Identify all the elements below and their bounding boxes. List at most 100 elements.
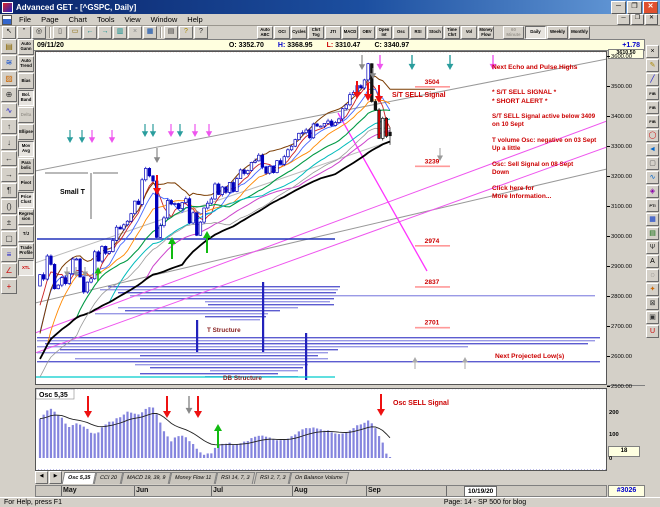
tile-windows-icon[interactable]: ▦: [143, 26, 157, 39]
zoom-tool-icon[interactable]: ◌: [646, 269, 659, 282]
tab-scroll-left[interactable]: ◀: [35, 471, 48, 484]
open-group-icon[interactable]: ▭: [68, 26, 82, 39]
zoom-icon[interactable]: ◎: [32, 26, 46, 39]
sidebar-study-t-j[interactable]: T/J: [18, 226, 34, 242]
mdi-close-button[interactable]: ✕: [645, 14, 658, 25]
study-button-jti[interactable]: JTI: [325, 26, 341, 39]
sidebar-study-pivot[interactable]: Pivot: [18, 175, 34, 191]
fib-time-icon[interactable]: FIB: [646, 115, 659, 128]
tab-money-flow-11[interactable]: Money Flow 11: [169, 472, 218, 484]
stats-icon[interactable]: ±: [1, 215, 17, 230]
close-tools-icon[interactable]: ×: [646, 45, 659, 58]
scroll-right-icon[interactable]: →: [1, 167, 17, 182]
panel-splitter[interactable]: [35, 385, 607, 388]
period-button-daily[interactable]: Daily: [525, 26, 546, 39]
pitchfork-tool-icon[interactable]: Ψ: [646, 241, 659, 254]
prev-issue-icon[interactable]: ←: [83, 26, 97, 39]
minimize-button[interactable]: ─: [611, 0, 626, 14]
tab-osc-5-35[interactable]: Osc 5,35: [61, 472, 97, 484]
mdi-minimize-button[interactable]: ─: [617, 14, 630, 25]
oscillator-canvas[interactable]: Osc 5,35 Osc SELL Signal: [35, 388, 607, 471]
price-chart-canvas[interactable]: 3504 3239 2974 2837 2701 S/T SELL Signal Next …: [35, 51, 607, 385]
print-icon[interactable]: ▤: [164, 26, 178, 39]
sidebar-study-mov-avg[interactable]: Mov Avg: [18, 141, 34, 157]
study-button-oci[interactable]: OCI: [274, 26, 290, 39]
sidebar-study-bol-band[interactable]: Bol. Band: [18, 90, 34, 106]
study-button-chrt-tog[interactable]: Chrt Tog: [308, 26, 324, 39]
tab-macd-19-39-9[interactable]: MACD 19, 39, 9: [120, 472, 172, 484]
menu-page[interactable]: Page: [41, 15, 59, 24]
tab-rsi-14-7-3[interactable]: RSI 14, 7, 3: [215, 472, 257, 484]
box-tool-icon[interactable]: ▢: [646, 157, 659, 170]
mob-tool-icon[interactable]: ◈: [646, 185, 659, 198]
next-issue-icon[interactable]: →: [98, 26, 112, 39]
delete-window-icon[interactable]: ×: [128, 26, 142, 39]
auto-reset-icon[interactable]: ⊕: [1, 87, 17, 102]
fib-retracement-icon[interactable]: FIB: [646, 87, 659, 100]
context-help-icon[interactable]: ?: [194, 26, 208, 39]
end-date-field[interactable]: 10/19/20: [464, 486, 498, 497]
sidebar-study-delta[interactable]: Delta: [18, 107, 34, 123]
select-pointer-icon[interactable]: ↖: [2, 26, 16, 39]
pti-tool-icon[interactable]: PTI: [646, 199, 659, 212]
grid-tool-icon[interactable]: ▦: [646, 213, 659, 226]
copy-drawing-icon[interactable]: ▣: [646, 311, 659, 324]
study-button-obv[interactable]: OBV: [359, 26, 375, 39]
about-icon[interactable]: ?: [179, 26, 193, 39]
copy-window-icon[interactable]: ▥: [113, 26, 127, 39]
menu-chart[interactable]: Chart: [68, 15, 87, 24]
sidebar-study-bias[interactable]: Bias: [18, 73, 34, 89]
bracket-icon[interactable]: (): [1, 199, 17, 214]
study-button-cycles[interactable]: Cycles: [291, 26, 307, 39]
palette-tool-icon[interactable]: ✦: [646, 283, 659, 296]
study-button-macd[interactable]: MACD: [342, 26, 358, 39]
period-button-monthly[interactable]: Monthly: [569, 26, 590, 39]
text-tool-icon[interactable]: A: [646, 255, 659, 268]
sidebar-study-para-bolic[interactable]: Para bolic: [18, 158, 34, 174]
mdi-restore-button[interactable]: ❐: [631, 14, 644, 25]
study-button-rsi[interactable]: RSI: [410, 26, 426, 39]
study-button-open-int[interactable]: Open Int: [376, 26, 392, 39]
trendline-tool-icon[interactable]: ╱: [646, 73, 659, 86]
sidebar-study-auto-trend[interactable]: Auto Trend: [18, 56, 34, 72]
period-button-60-minute[interactable]: 60 Minute: [503, 26, 524, 39]
elliott-waves-icon[interactable]: ≋: [1, 55, 17, 70]
study-button-osc[interactable]: Osc: [393, 26, 409, 39]
profile-tool-icon[interactable]: ▤: [646, 227, 659, 240]
tab-on-balance-volume[interactable]: On Balance Volume: [289, 472, 350, 484]
price-axis[interactable]: 3610.50 3600.00 3500.00 3400.00 3300.00 3200…: [607, 49, 645, 390]
undo-tool-icon[interactable]: U: [646, 325, 659, 338]
study-button-time-chrt[interactable]: Time Chrt: [444, 26, 460, 39]
study-button-vol[interactable]: Vol: [461, 26, 477, 39]
scroll-up-icon[interactable]: ↑: [1, 119, 17, 134]
study-button-auto-abc[interactable]: Auto ABC: [257, 26, 273, 39]
tab-rsi-2-7-3[interactable]: RSI 2, 7, 3: [253, 472, 292, 484]
scroll-left-icon[interactable]: ←: [1, 151, 17, 166]
close-button[interactable]: ✕: [643, 0, 658, 14]
study-button-money-flow[interactable]: Money Flow: [478, 26, 494, 39]
menu-tools[interactable]: Tools: [96, 15, 115, 24]
lines-icon[interactable]: ≡: [1, 247, 17, 262]
sidebar-study-price-clust[interactable]: Price Clust: [18, 192, 34, 208]
menu-help[interactable]: Help: [187, 15, 203, 24]
open-folder-icon[interactable]: ▤: [1, 39, 17, 54]
delete-drawing-icon[interactable]: ⊠: [646, 297, 659, 310]
wave-tool-icon[interactable]: ∿: [646, 171, 659, 184]
tab-scroll-right[interactable]: ▶: [49, 471, 62, 484]
sidebar-study-ellipse[interactable]: Ellipse: [18, 124, 34, 140]
period-button-weekly[interactable]: Weekly: [547, 26, 568, 39]
scroll-down-icon[interactable]: ↓: [1, 135, 17, 150]
pencil-tool-icon[interactable]: ✎: [646, 59, 659, 72]
menu-view[interactable]: View: [124, 15, 141, 24]
tab-cci-20[interactable]: CCI 20: [93, 472, 124, 484]
wave-zigzag-icon[interactable]: ∿: [1, 103, 17, 118]
menu-file[interactable]: File: [19, 15, 32, 24]
angle-trend-icon[interactable]: ∠: [1, 263, 17, 278]
fib-extension-icon[interactable]: FIB: [646, 101, 659, 114]
new-chart-icon[interactable]: ▯: [53, 26, 67, 39]
trend-lines[interactable]: [35, 58, 607, 378]
gann-grid-icon[interactable]: ▨: [1, 71, 17, 86]
study-button-stoch[interactable]: Stoch: [427, 26, 443, 39]
menu-window[interactable]: Window: [150, 15, 178, 24]
ellipse-tool-icon[interactable]: ◯: [646, 129, 659, 142]
